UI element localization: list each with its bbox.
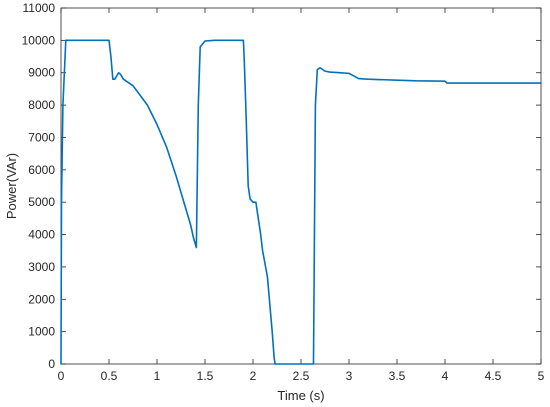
y-tick-label: 2000 <box>28 292 55 306</box>
axis-ticks <box>60 7 542 365</box>
y-tick-label: 4000 <box>28 228 55 242</box>
series-line <box>60 39 542 365</box>
x-tick-label: 2 <box>250 369 257 383</box>
plot-frame <box>60 7 542 365</box>
x-tick-label: 0.5 <box>101 369 118 383</box>
series-layer <box>60 39 542 365</box>
y-tick-label: 11000 <box>23 1 56 15</box>
x-tick-label: 3.5 <box>389 369 406 383</box>
y-tick-label: 9000 <box>28 66 55 80</box>
x-tick-label: 4.5 <box>485 369 502 383</box>
y-tick-label: 1000 <box>28 325 55 339</box>
tick-labels: 0 0.5 1 1.5 2 2.5 3 3.5 4 4.5 5 0 1000 2000 3000 4000 50… <box>22 1 545 383</box>
y-tick-label: 5000 <box>28 195 55 209</box>
x-tick-label: 3 <box>346 369 353 383</box>
y-axis-title: Power(VAr) <box>4 153 19 219</box>
y-tick-label: 3000 <box>28 260 55 274</box>
y-tick-label: 10000 <box>22 33 56 47</box>
x-axis-title: Time (s) <box>277 388 324 403</box>
y-tick-label: 0 <box>48 357 55 371</box>
x-tick-label: 4 <box>442 369 449 383</box>
x-tick-label: 5 <box>538 369 545 383</box>
x-tick-label: 0 <box>58 369 65 383</box>
y-tick-label: 8000 <box>28 98 55 112</box>
y-tick-label: 7000 <box>28 130 55 144</box>
x-tick-label: 2.5 <box>293 369 310 383</box>
x-tick-label: 1 <box>154 369 161 383</box>
y-tick-label: 6000 <box>28 163 55 177</box>
x-tick-label: 1.5 <box>197 369 214 383</box>
plot-area <box>60 7 542 365</box>
